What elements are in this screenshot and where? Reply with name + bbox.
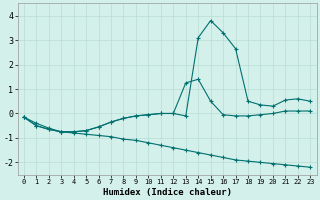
X-axis label: Humidex (Indice chaleur): Humidex (Indice chaleur) [103,188,232,197]
